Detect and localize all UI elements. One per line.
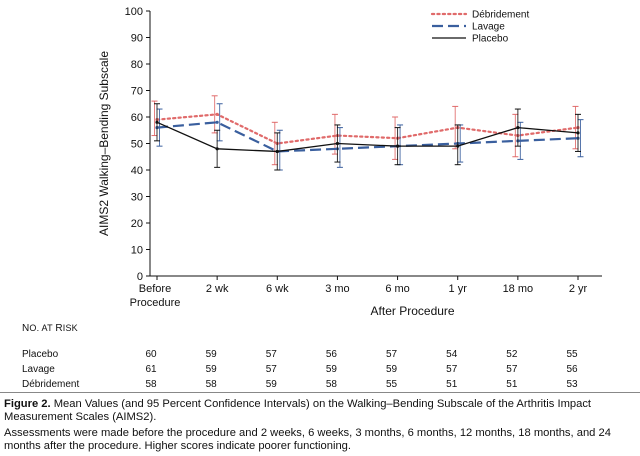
risk-count: 51 bbox=[446, 379, 458, 390]
risk-count: 57 bbox=[265, 349, 277, 360]
y-tick-label: 20 bbox=[131, 218, 143, 230]
risk-row-label: Placebo bbox=[22, 349, 59, 360]
y-tick-label: 80 bbox=[131, 59, 143, 71]
series-line bbox=[156, 121, 579, 153]
risk-table-heading: NO. AT RISK bbox=[22, 323, 78, 334]
risk-count: 57 bbox=[265, 364, 277, 375]
risk-heading-o: O. bbox=[29, 323, 40, 333]
data-point bbox=[275, 149, 279, 154]
x-tick-label-line: Before bbox=[139, 283, 171, 295]
risk-count: 59 bbox=[205, 364, 217, 375]
risk-count: 58 bbox=[145, 379, 157, 390]
x-tick-label: 2 wk bbox=[206, 283, 229, 295]
series-lavage bbox=[155, 103, 584, 171]
caption-divider bbox=[0, 392, 640, 393]
risk-count: 55 bbox=[566, 349, 578, 360]
x-tick-label: 18 mo bbox=[503, 283, 534, 295]
risk-count: 56 bbox=[325, 349, 337, 360]
y-tick-label: 90 bbox=[131, 33, 143, 45]
data-point bbox=[215, 147, 219, 151]
legend-entry: Placebo bbox=[472, 34, 509, 45]
risk-count: 56 bbox=[566, 364, 578, 375]
data-point bbox=[335, 141, 340, 146]
risk-count: 60 bbox=[145, 349, 157, 360]
figure-caption: Figure 2. Mean Values (and 95 Percent Co… bbox=[4, 398, 636, 456]
y-tick-label: 60 bbox=[131, 112, 143, 124]
risk-row-lavage: Lavage 61 59 57 59 59 57 57 56 bbox=[22, 364, 622, 378]
caption-title: Mean Values (and 95 Percent Confidence I… bbox=[4, 398, 592, 423]
series-line bbox=[155, 113, 580, 145]
risk-count: 59 bbox=[386, 364, 398, 375]
risk-heading-n: N bbox=[22, 323, 30, 334]
data-point bbox=[215, 120, 219, 124]
risk-heading-at: AT bbox=[41, 323, 53, 333]
x-tick-label-line: Procedure bbox=[130, 297, 181, 309]
caption-title-paragraph: Figure 2. Mean Values (and 95 Percent Co… bbox=[4, 398, 636, 424]
y-tick-label: 50 bbox=[131, 139, 143, 151]
y-axis-title: AIMS2 Walking–Bending Subscale bbox=[97, 51, 111, 236]
risk-count: 52 bbox=[506, 349, 518, 360]
legend-entry: Lavage bbox=[472, 22, 505, 33]
x-axis-title: After Procedure bbox=[371, 304, 455, 318]
risk-row-placebo: Placebo 60 59 57 56 57 54 52 55 bbox=[22, 349, 622, 363]
risk-count: 57 bbox=[386, 349, 398, 360]
risk-row-d-bridement: Débridement 58 58 59 58 55 51 51 53 bbox=[22, 379, 622, 393]
data-point bbox=[456, 144, 460, 148]
risk-row-label: Débridement bbox=[22, 379, 80, 390]
risk-count: 58 bbox=[325, 379, 337, 390]
risk-count: 57 bbox=[446, 364, 458, 375]
data-point bbox=[155, 120, 159, 124]
x-tick-label: Before Procedure bbox=[130, 283, 181, 309]
risk-count: 58 bbox=[205, 379, 217, 390]
series-line bbox=[156, 121, 579, 153]
x-tick-label: 1 yr bbox=[449, 283, 468, 295]
series-placebo bbox=[154, 103, 581, 171]
figure-label: Figure 2. bbox=[4, 398, 51, 410]
x-tick-label: 6 mo bbox=[385, 283, 409, 295]
data-point bbox=[395, 144, 400, 148]
x-tick-label: 2 yr bbox=[569, 283, 588, 295]
risk-row-label: Lavage bbox=[22, 364, 55, 375]
x-tick-label: 3 mo bbox=[325, 283, 349, 295]
risk-count: 53 bbox=[566, 379, 578, 390]
risk-count: 57 bbox=[506, 364, 518, 375]
risk-count: 51 bbox=[506, 379, 518, 390]
legend-entry: Débridement bbox=[472, 10, 529, 21]
y-tick-label: 30 bbox=[131, 192, 143, 204]
x-tick-label: 6 wk bbox=[266, 283, 289, 295]
risk-count: 59 bbox=[265, 379, 277, 390]
data-point bbox=[215, 112, 219, 116]
risk-count: 59 bbox=[205, 349, 217, 360]
y-tick-label: 0 bbox=[137, 271, 143, 283]
risk-count: 55 bbox=[386, 379, 398, 390]
risk-heading-isk: ISK bbox=[62, 323, 78, 333]
y-tick-label: 10 bbox=[131, 245, 143, 257]
data-point bbox=[516, 126, 520, 130]
risk-heading-r: R bbox=[55, 323, 63, 334]
line-chart: 0 10 20 30 40 50 60 70 80 90 100 Before Procedure 2 w… bbox=[97, 6, 602, 318]
y-tick-label: 70 bbox=[131, 86, 143, 98]
y-tick-label: 100 bbox=[125, 6, 143, 18]
risk-count: 59 bbox=[325, 364, 337, 375]
y-tick-label: 40 bbox=[131, 165, 143, 177]
legend bbox=[430, 12, 468, 39]
risk-count: 61 bbox=[145, 364, 157, 375]
risk-count: 54 bbox=[446, 349, 458, 360]
data-point bbox=[576, 131, 580, 135]
caption-note: Assessments were made before the procedu… bbox=[4, 427, 611, 452]
